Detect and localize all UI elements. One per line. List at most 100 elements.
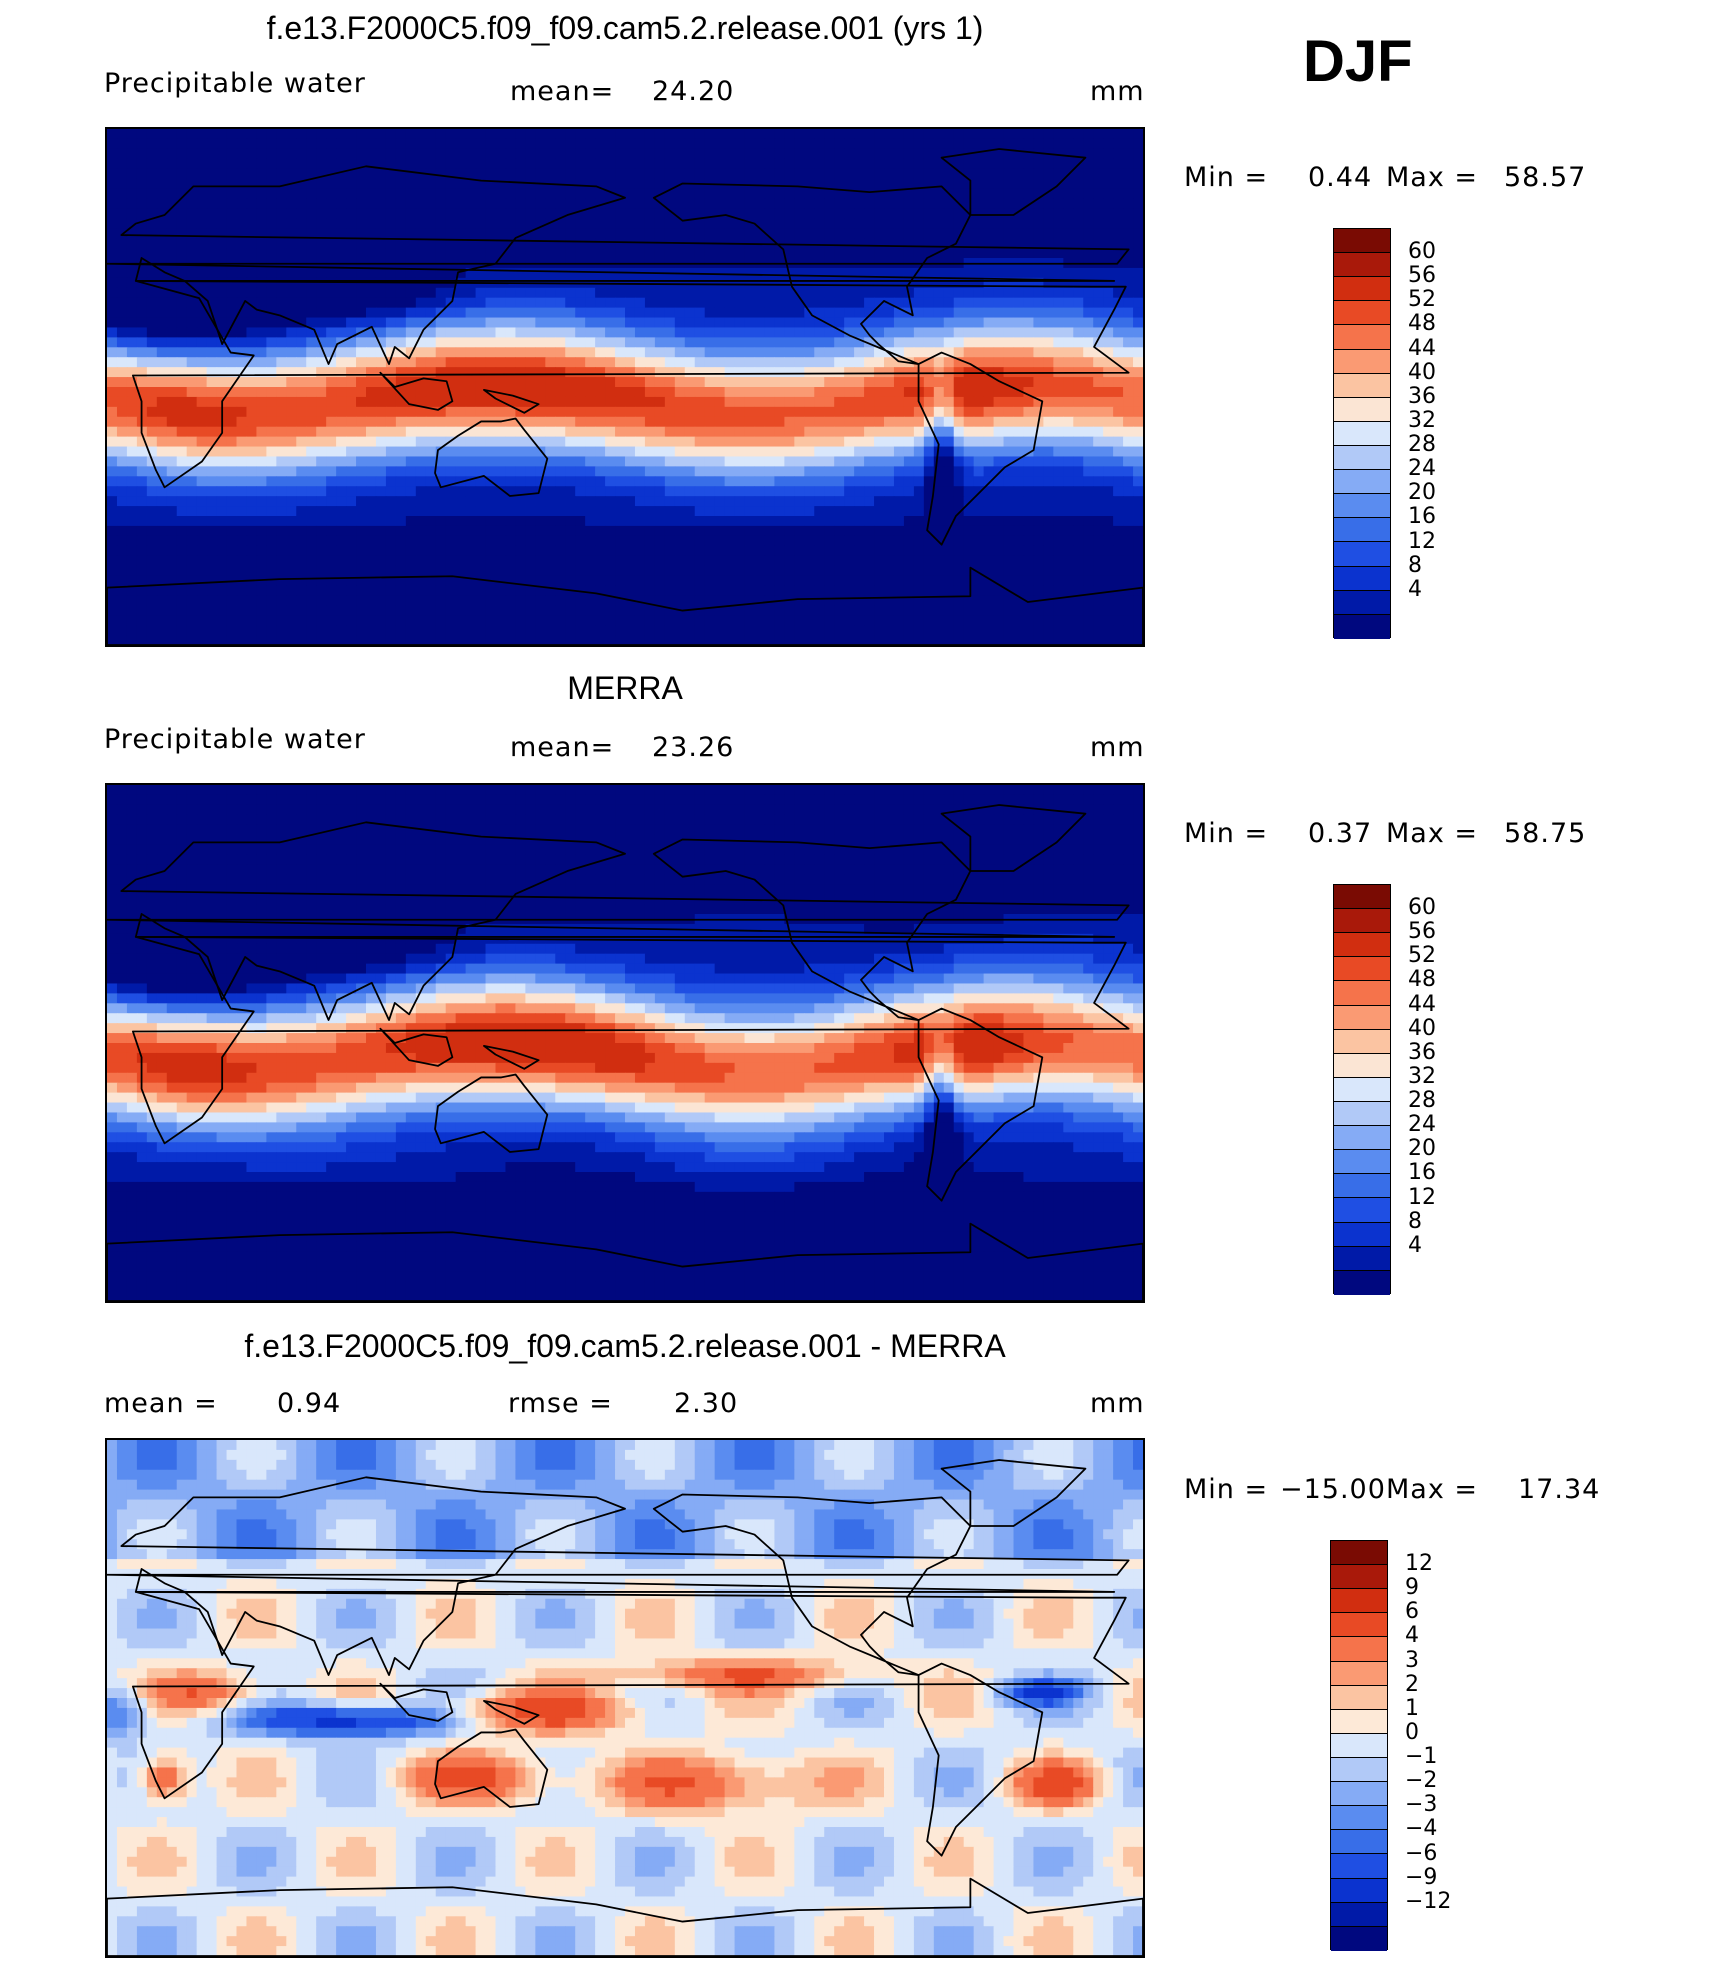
field-cell [1013,188,1025,200]
field-cell [276,357,287,368]
field-cell [306,516,317,527]
field-cell [236,535,248,547]
field-cell [216,317,228,329]
field-cell [864,406,875,418]
field-cell [485,357,497,368]
field-cell [485,178,497,190]
field-cell [874,387,885,398]
field-cell [136,297,148,309]
field-cell [565,387,576,398]
field-cell [893,188,905,200]
field-cell [644,198,656,209]
field-cell [913,565,925,577]
field-cell [913,267,925,279]
field-cell [1043,248,1054,259]
field-cell [316,129,327,140]
field-cell [306,129,317,140]
field-cell [834,148,845,160]
field-cell [336,555,347,567]
field-cell [1093,525,1104,537]
field-cell [664,446,676,458]
field-cell [465,525,477,537]
field-cell [326,396,337,408]
field-cell [1073,317,1084,329]
field-cell [366,297,377,309]
field-cell [804,387,815,398]
field-cell [824,387,835,398]
field-cell [415,387,427,398]
field-cell [545,575,556,587]
field-cell [276,496,287,507]
field-cell [734,416,746,428]
field-cell [1093,198,1104,209]
field-cell [266,525,277,537]
field-cell [993,248,1005,259]
field-cell [654,228,666,239]
field-cell [993,158,1005,170]
field-cell [953,575,965,587]
field-cell [266,516,277,527]
field-cell [814,218,825,229]
field-cell [107,327,118,338]
field-cell [764,267,776,279]
field-cell [864,317,875,329]
field-cell [874,158,885,170]
field-cell [864,367,875,378]
field-cell [625,307,636,319]
field-cell [405,357,417,368]
field-cell [674,426,686,438]
field-cell [625,228,636,239]
field-cell [874,208,885,219]
field-cell [126,317,138,329]
field-cell [186,446,198,458]
field-cell [674,565,686,577]
field-cell [724,357,736,368]
field-cell [644,436,656,448]
field-cell [475,446,487,458]
field-cell [923,436,935,448]
field-cell [884,277,895,289]
field-cell [575,446,586,458]
field-cell [834,396,845,408]
field-cell [545,535,556,547]
field-cell [1123,317,1134,329]
field-cell [1093,188,1104,200]
field-cell [963,506,975,517]
field-cell [714,545,726,557]
field-cell [963,466,975,477]
field-cell [1033,426,1044,438]
field-cell [943,178,955,190]
field-cell [794,148,805,160]
field-cell [346,357,357,368]
field-cell [385,535,397,547]
field-cell [1113,248,1124,259]
field-cell [744,277,756,289]
field-cell [1013,327,1025,338]
field-cell [505,178,517,190]
field-cell [166,267,178,279]
field-cell [824,238,835,249]
field-cell [186,337,198,348]
field-cell [356,466,367,477]
field-cell [346,426,357,438]
field-cell [126,446,138,458]
field-cell [246,198,258,209]
field-cell [545,585,556,596]
field-cell [923,426,935,438]
field-cell [804,575,815,587]
field-cell [575,208,586,219]
field-cell [485,347,497,358]
field-cell [1063,218,1074,229]
field-cell [425,357,437,368]
field-cell [814,416,825,428]
field-cell [824,416,835,428]
field-cell [953,555,965,567]
field-cell [764,337,776,348]
field-cell [903,198,915,209]
field-cell [923,506,935,517]
field-cell [595,248,606,259]
field-cell [595,476,606,487]
field-cell [943,267,955,279]
field-cell [475,198,487,209]
field-cell [505,347,517,358]
